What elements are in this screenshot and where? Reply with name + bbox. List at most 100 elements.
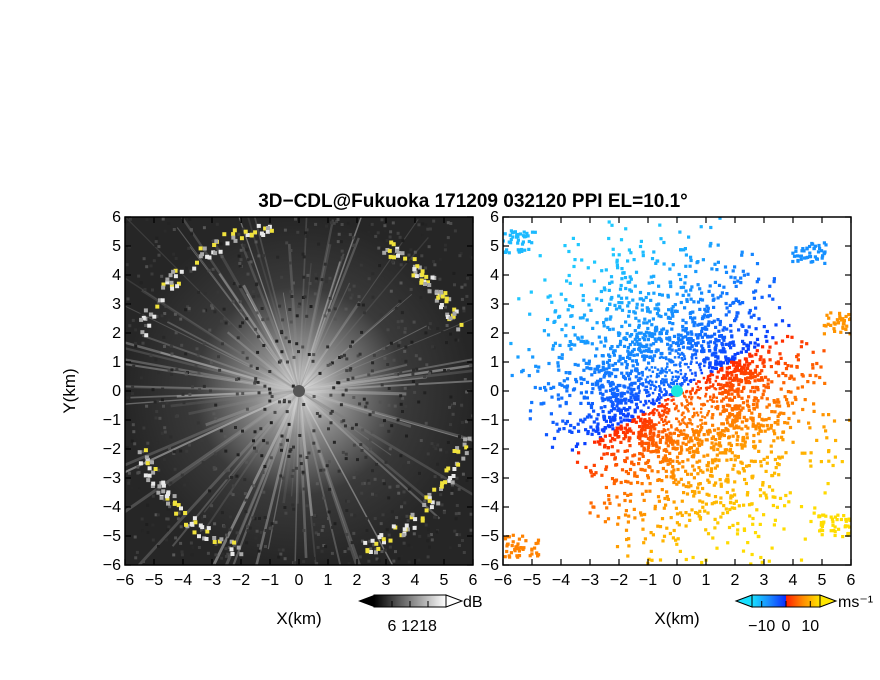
noise-pixel (333, 317, 337, 321)
noise-pixel (239, 248, 243, 252)
velocity-pixel (713, 495, 718, 499)
velocity-pixel (611, 350, 616, 354)
velocity-pixel (629, 396, 633, 400)
velocity-pixel (687, 513, 691, 517)
velocity-pixel (740, 446, 744, 450)
velocity-pixel (597, 431, 601, 436)
velocity-pixel (648, 482, 652, 486)
noise-pixel (249, 364, 253, 368)
noise-pixel (256, 380, 260, 384)
velocity-pixel (713, 387, 716, 390)
velocity-pixel (728, 303, 732, 307)
noise-pixel (352, 531, 356, 535)
velocity-pixel (709, 371, 713, 374)
velocity-pixel (666, 365, 669, 368)
velocity-cluster-pixel (829, 311, 833, 315)
velocity-pixel (765, 423, 769, 428)
velocity-pixel (826, 482, 830, 486)
noise-pixel (227, 322, 231, 326)
velocity-pixel (649, 531, 653, 535)
velocity-cluster-pixel (792, 254, 797, 258)
noise-pixel (401, 398, 405, 402)
velocity-cluster-pixel (521, 534, 525, 538)
velocity-pixel (613, 413, 617, 417)
velocity-pixel (619, 401, 623, 405)
noise-pixel (224, 321, 228, 325)
velocity-pixel (660, 380, 663, 383)
edge-echo (204, 537, 209, 541)
velocity-pixel (656, 348, 660, 352)
velocity-pixel (648, 430, 652, 434)
velocity-pixel (646, 394, 649, 398)
noise-pixel (464, 420, 468, 424)
velocity-pixel (776, 360, 780, 364)
edge-echo (236, 545, 241, 550)
velocity-cluster-pixel (522, 230, 526, 234)
velocity-pixel (603, 397, 607, 401)
velocity-pixel (629, 251, 633, 255)
noise-pixel (412, 520, 416, 523)
velocity-cluster-pixel (520, 247, 524, 252)
velocity-pixel (684, 264, 688, 268)
velocity-pixel (611, 382, 615, 386)
velocity-pixel (734, 499, 738, 503)
edge-echo (151, 481, 156, 486)
noise-pixel (417, 223, 421, 227)
velocity-pixel (677, 347, 681, 352)
noise-pixel (127, 479, 131, 483)
velocity-pixel (585, 396, 589, 400)
velocity-pixel (665, 526, 669, 530)
velocity-pixel (706, 412, 710, 415)
velocity-pixel (690, 508, 694, 512)
velocity-pixel (628, 343, 632, 347)
edge-echo (439, 289, 443, 294)
velocity-pixel (690, 396, 694, 399)
velocity-pixel (704, 392, 708, 396)
velocity-pixel (701, 347, 705, 351)
velocity-pixel (670, 361, 673, 364)
velocity-cluster-pixel (794, 246, 798, 250)
noise-pixel (209, 361, 213, 364)
velocity-pixel (670, 399, 673, 402)
x-tick-label: −3 (203, 572, 221, 589)
noise-pixel (373, 517, 377, 520)
velocity-pixel (636, 415, 640, 419)
noise-pixel (203, 514, 207, 518)
velocity-pixel (748, 354, 752, 358)
velocity-pixel (694, 374, 697, 377)
velocity-cluster-pixel (505, 535, 510, 539)
velocity-pixel (680, 382, 684, 385)
velocity-pixel (733, 414, 737, 418)
noise-pixel (286, 360, 289, 364)
velocity-pixel (774, 341, 778, 345)
velocity-pixel (741, 269, 745, 273)
velocity-pixel (716, 521, 720, 525)
noise-pixel (241, 321, 245, 325)
velocity-pixel (546, 333, 551, 337)
velocity-pixel (734, 426, 738, 430)
noise-pixel (270, 522, 274, 526)
velocity-pixel (748, 308, 752, 313)
velocity-pixel (584, 428, 588, 432)
velocity-pixel (676, 537, 680, 541)
edge-echo (212, 540, 217, 544)
velocity-pixel (629, 387, 633, 391)
velocity-pixel (585, 318, 589, 322)
noise-pixel (169, 344, 173, 348)
noise-pixel (291, 469, 295, 473)
noise-pixel (315, 482, 319, 486)
velocity-pixel (590, 342, 594, 346)
edge-echo (436, 295, 441, 300)
velocity-pixel (635, 406, 639, 410)
noise-pixel (345, 533, 349, 536)
noise-pixel (314, 531, 318, 535)
velocity-pixel (642, 298, 646, 302)
noise-pixel (359, 443, 363, 447)
noise-pixel (279, 359, 283, 363)
noise-pixel (294, 217, 297, 221)
velocity-pixel (652, 250, 656, 254)
velocity-pixel (667, 409, 671, 413)
velocity-pixel (706, 306, 710, 310)
velocity-pixel (739, 276, 743, 280)
edge-echo (174, 511, 179, 516)
